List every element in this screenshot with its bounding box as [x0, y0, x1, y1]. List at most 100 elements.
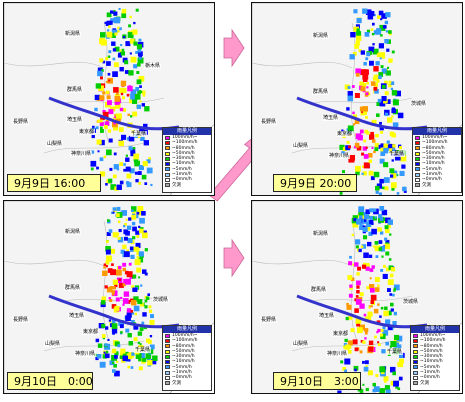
legend-label: ~30mm/h — [172, 156, 195, 162]
rain-cell — [377, 303, 380, 306]
rain-cell — [122, 298, 129, 304]
rain-cell — [371, 147, 374, 149]
legend-swatch — [165, 167, 170, 172]
label-nagano: 長野県 — [12, 317, 30, 323]
rain-cell — [132, 29, 138, 35]
rain-cell — [357, 266, 361, 271]
rain-cell — [369, 60, 374, 66]
rain-cell — [124, 70, 129, 74]
rain-cell — [135, 230, 140, 235]
rain-cell — [386, 39, 391, 44]
rain-cell — [113, 87, 119, 93]
rain-cell — [111, 41, 116, 46]
rain-cell — [131, 352, 135, 356]
rain-cell — [126, 271, 133, 278]
rain-cell — [362, 110, 367, 115]
rain-cell — [144, 182, 148, 185]
rain-cell — [356, 31, 362, 37]
rain-cell — [387, 117, 393, 123]
label-gunma: 群馬県 — [64, 285, 82, 291]
rain-cell — [360, 50, 365, 55]
rain-cell — [133, 324, 139, 330]
rain-cell — [382, 71, 386, 74]
rain-cell — [362, 171, 367, 176]
legend-row: ~80mm/h — [411, 344, 459, 349]
rain-cell — [138, 38, 142, 42]
legend-row: ~100mm/h — [411, 338, 459, 343]
rain-cell — [116, 269, 122, 276]
rain-cell — [105, 240, 109, 244]
rain-cell — [120, 331, 123, 334]
rain-cell — [374, 89, 379, 94]
rain-cell — [142, 269, 147, 274]
legend-swatch — [415, 156, 420, 161]
rain-cell — [369, 208, 374, 213]
rain-cell — [349, 255, 352, 259]
radar-panel-4: 新潟県 群馬県 茨城県 長野県 埼玉県 東京都 山梨県 神奈川県 千葉県 雨量凡… — [251, 200, 463, 394]
time-label-4: 9月10日 3:00 — [273, 372, 361, 390]
rain-cell — [137, 63, 141, 67]
rain-cell — [380, 147, 384, 152]
rain-cell — [127, 238, 133, 244]
rain-cell — [135, 51, 139, 54]
rain-cell — [379, 315, 382, 318]
rain-cell — [144, 106, 150, 112]
rain-cell — [374, 216, 377, 219]
rain-cell — [382, 273, 388, 279]
rain-cell — [391, 173, 397, 179]
rain-cell — [112, 286, 116, 290]
rain-cell — [137, 171, 142, 175]
legend-label: ~0mm/h — [420, 375, 440, 381]
rain-cell — [129, 246, 134, 251]
rain-cell — [386, 267, 390, 272]
rain-cell — [391, 108, 396, 114]
rain-cell — [128, 24, 131, 28]
rain-cell — [136, 79, 142, 85]
rain-cell — [139, 302, 144, 307]
rain-cell — [108, 229, 113, 233]
rain-cell — [391, 90, 398, 96]
rain-cell — [388, 258, 392, 261]
rain-cell — [391, 159, 394, 162]
rain-cell — [108, 25, 111, 28]
rain-cell — [400, 155, 407, 162]
rain-cell — [91, 134, 95, 139]
rain-cell — [379, 100, 386, 107]
rain-cell — [114, 46, 120, 52]
rain-cell — [122, 57, 128, 63]
rain-cell — [101, 334, 106, 338]
rain-cell — [342, 367, 346, 371]
legend-label: ~100mm/h — [172, 338, 198, 344]
rain-cell — [103, 351, 106, 354]
rain-cell — [113, 11, 118, 16]
rain-cell — [397, 361, 404, 368]
rain-cell — [395, 385, 399, 389]
rain-cell — [364, 328, 369, 333]
rain-cell — [391, 187, 395, 191]
rain-cell — [385, 99, 391, 104]
rain-cell — [381, 255, 384, 258]
rain-cell — [379, 158, 385, 164]
rain-cell — [384, 80, 388, 85]
rain-legend-3: 雨量凡例 100mm/h~ ~100mm/h ~80mm/h ~50mm/h ~30mm/… — [162, 325, 212, 391]
rain-cell — [117, 236, 121, 240]
rain-cell — [104, 21, 107, 24]
label-yamanashi: 山梨県 — [292, 341, 310, 347]
rain-cell — [348, 261, 353, 266]
label-niigata: 新潟県 — [312, 33, 330, 39]
rain-cell — [116, 184, 122, 190]
rain-cell — [374, 287, 380, 292]
rain-cell — [354, 44, 360, 49]
rain-cell — [121, 48, 125, 52]
legend-label: ~100mm/h — [420, 338, 446, 344]
legend-label: ~0mm/h — [172, 375, 192, 381]
legend-row: ~30mm/h — [411, 354, 459, 359]
rain-cell — [364, 331, 368, 335]
label-tokyo: 東京都 — [82, 329, 100, 335]
rain-cell — [102, 337, 105, 340]
rain-cell — [387, 325, 393, 331]
legend-row: 100mm/h~ — [163, 135, 211, 140]
rain-cell — [389, 273, 394, 278]
legend-row: 100mm/h~ — [163, 333, 211, 338]
rain-cell — [388, 30, 392, 34]
